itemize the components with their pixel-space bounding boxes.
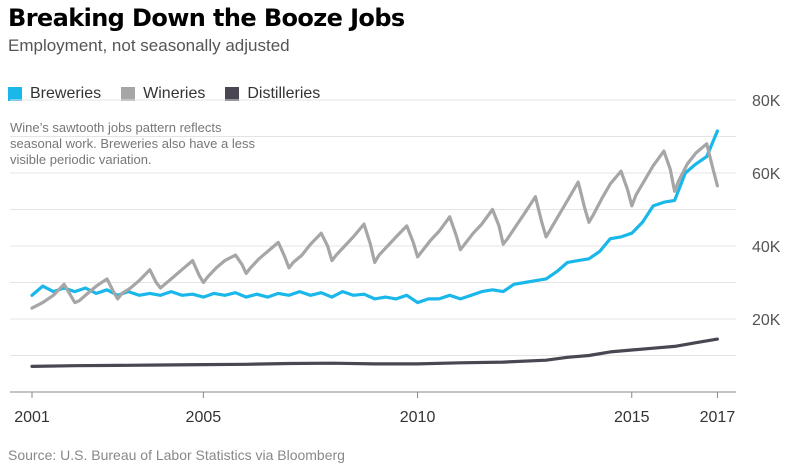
legend-swatch-wineries	[121, 87, 136, 101]
y-tick-label: 80K	[752, 93, 781, 110]
legend-item-distilleries: Distilleries	[225, 84, 320, 104]
legend: Breweries Wineries Distilleries	[8, 84, 340, 104]
legend-swatch-distilleries	[225, 87, 240, 101]
x-tick-label: 2017	[700, 409, 736, 426]
y-tick-label: 40K	[752, 239, 781, 256]
legend-label-distilleries: Distilleries	[247, 85, 321, 102]
x-tick-label: 2015	[614, 409, 650, 426]
x-tick-label: 2001	[14, 409, 50, 426]
source-note: Source: U.S. Bureau of Labor Statistics …	[8, 447, 345, 463]
chart-title: Breaking Down the Booze Jobs	[8, 4, 405, 32]
series-line-breweries	[30, 129, 720, 305]
x-tick-label: 2010	[400, 409, 436, 426]
legend-label-breweries: Breweries	[30, 85, 102, 102]
legend-item-wineries: Wineries	[121, 84, 205, 104]
y-tick-label: 60K	[752, 166, 781, 183]
y-tick-label: 20K	[752, 312, 781, 329]
series-line-distilleries	[30, 337, 720, 368]
chart-subtitle: Employment, not seasonally adjusted	[8, 36, 290, 55]
legend-swatch-breweries	[8, 87, 22, 101]
series-line-wineries	[30, 142, 720, 310]
legend-label-wineries: Wineries	[143, 85, 206, 102]
chart-annotation: Wine’s sawtooth jobs pattern reflects se…	[10, 120, 255, 167]
x-tick-label: 2005	[186, 409, 222, 426]
legend-item-breweries: Breweries	[8, 84, 101, 104]
